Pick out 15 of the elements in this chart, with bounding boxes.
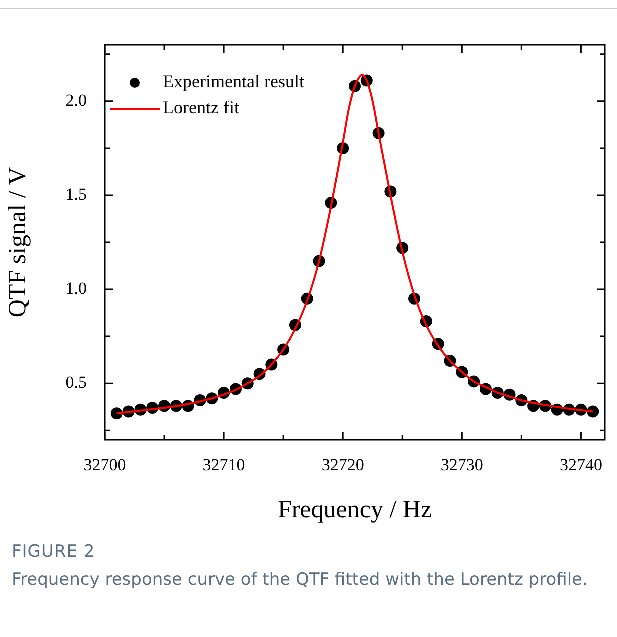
x-tick-label: 32730	[440, 456, 484, 475]
caption: FIGURE 2	[12, 541, 96, 564]
x-tick-label: 32740	[560, 456, 602, 475]
legend-label: Experimental result	[163, 72, 304, 92]
x-axis-title: Frequency / Hz	[278, 496, 432, 524]
y-tick-label: 2.0	[66, 90, 87, 110]
x-tick-label: 32700	[84, 456, 126, 475]
text: Frequency response curve of the QTF fitted with the Lorentz profile.	[12, 569, 589, 592]
y-tick-label: 1.0	[66, 278, 87, 298]
legend-label: Lorentz fit	[163, 98, 240, 118]
x-tick-label: 32720	[322, 456, 364, 475]
y-tick-label: 1.5	[66, 184, 87, 204]
y-tick-label: 0.5	[66, 373, 87, 392]
y-axis-title: QTF signal / V	[4, 167, 32, 318]
x-tick-label: 32710	[202, 456, 246, 475]
